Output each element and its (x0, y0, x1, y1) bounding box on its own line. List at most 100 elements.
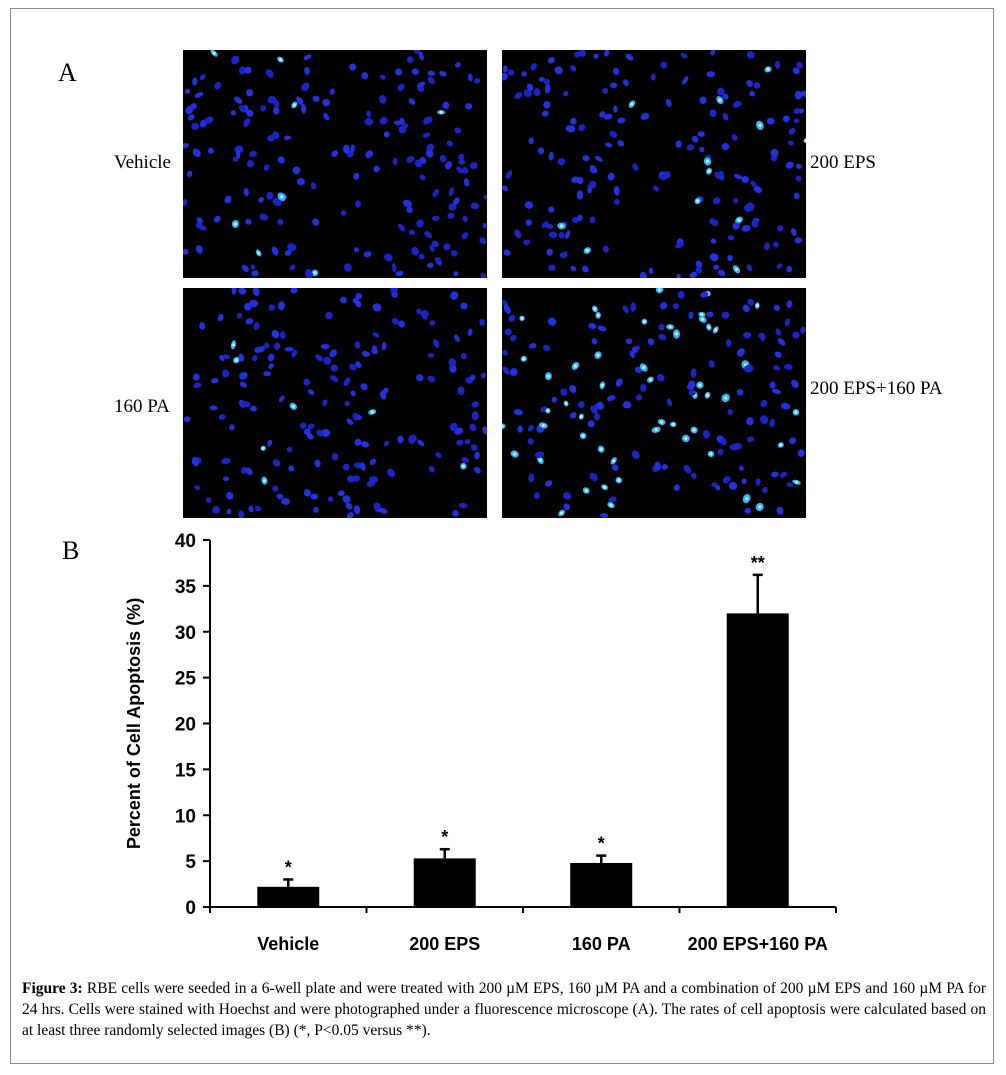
panel-a-letter: A (58, 58, 77, 87)
nucleus (196, 217, 203, 224)
nucleus (746, 264, 753, 272)
nucleus (660, 61, 667, 69)
nucleus (665, 98, 672, 107)
nucleus (304, 66, 310, 75)
nucleus (238, 353, 245, 362)
nucleus (788, 127, 796, 135)
nucleus (281, 498, 290, 505)
nucleus (426, 143, 435, 152)
nucleus (710, 238, 717, 244)
nucleus (718, 269, 726, 277)
nucleus (706, 71, 715, 78)
nucleus (429, 244, 435, 252)
nucleus (769, 418, 775, 428)
nucleus (727, 255, 733, 261)
nucleus (353, 505, 361, 515)
nucleus (800, 326, 806, 334)
nucleus (634, 366, 642, 374)
nucleus (353, 172, 360, 180)
nucleus (312, 218, 320, 226)
nucleus (712, 197, 721, 205)
nucleus (700, 291, 709, 298)
nucleus (728, 481, 738, 490)
nucleus (342, 144, 350, 154)
nucleus (187, 114, 195, 121)
nucleus (742, 304, 750, 313)
nucleus (727, 409, 734, 415)
nucleus (689, 271, 698, 278)
nucleus (744, 364, 754, 373)
nucleus (260, 105, 266, 112)
nucleus (192, 77, 198, 86)
nucleus (731, 133, 738, 141)
nucleus (469, 162, 478, 169)
nucleus (544, 83, 551, 94)
nucleus (284, 249, 292, 256)
nucleus (265, 69, 274, 78)
nucleus (797, 449, 805, 457)
nucleus (632, 163, 639, 172)
nucleus (228, 424, 235, 431)
nucleus (458, 159, 466, 165)
nucleus (248, 505, 254, 513)
nucleus (675, 140, 682, 148)
nucleus (239, 66, 246, 75)
y-tick-label: 0 (185, 898, 196, 919)
x-tick-label: Vehicle (257, 934, 319, 954)
nucleus (272, 106, 280, 115)
nucleus (733, 174, 743, 180)
nucleus (327, 496, 334, 502)
nucleus (460, 302, 468, 310)
nucleus (249, 150, 257, 157)
nucleus (287, 243, 297, 252)
nucleus (734, 442, 743, 450)
nucleus (543, 101, 551, 109)
nucleus (717, 448, 724, 456)
nucleus (461, 232, 469, 240)
nucleus (397, 435, 404, 444)
micrograph-160-pa (183, 288, 487, 518)
nucleus (656, 373, 665, 382)
nucleus (191, 457, 199, 467)
nucleus (676, 273, 681, 278)
nucleus (362, 351, 370, 357)
nucleus (433, 339, 440, 348)
nucleus (713, 264, 719, 270)
nucleus (600, 513, 609, 518)
nucleus (291, 349, 298, 358)
nucleus (658, 324, 665, 331)
nucleus (427, 375, 436, 383)
nucleus (709, 109, 717, 117)
nucleus (209, 405, 218, 411)
nucleus (301, 104, 307, 114)
nucleus (473, 466, 481, 474)
nucleus (793, 118, 800, 124)
y-tick-label: 40 (175, 531, 196, 552)
nucleus (391, 263, 397, 273)
nucleus (267, 439, 273, 447)
nucleus (615, 378, 623, 387)
micrograph-vehicle (183, 50, 487, 278)
nucleus (195, 245, 203, 254)
nucleus (264, 342, 270, 349)
nucleus (726, 338, 732, 348)
nucleus (746, 436, 755, 443)
nucleus (462, 166, 469, 174)
nucleus (427, 76, 435, 85)
nucleus (564, 230, 571, 239)
nucleus (350, 390, 356, 397)
nucleus (422, 132, 431, 138)
nucleus (629, 350, 635, 358)
nucleus (449, 422, 458, 432)
nucleus (419, 174, 426, 181)
nucleus (360, 462, 366, 471)
nucleus (784, 318, 791, 326)
nucleus (722, 113, 729, 121)
nucleus (322, 399, 328, 407)
nucleus (614, 198, 620, 205)
nucleus (525, 219, 532, 226)
nucleus (503, 305, 511, 314)
nucleus (746, 417, 754, 426)
nucleus (771, 388, 782, 394)
nucleus (448, 358, 456, 367)
